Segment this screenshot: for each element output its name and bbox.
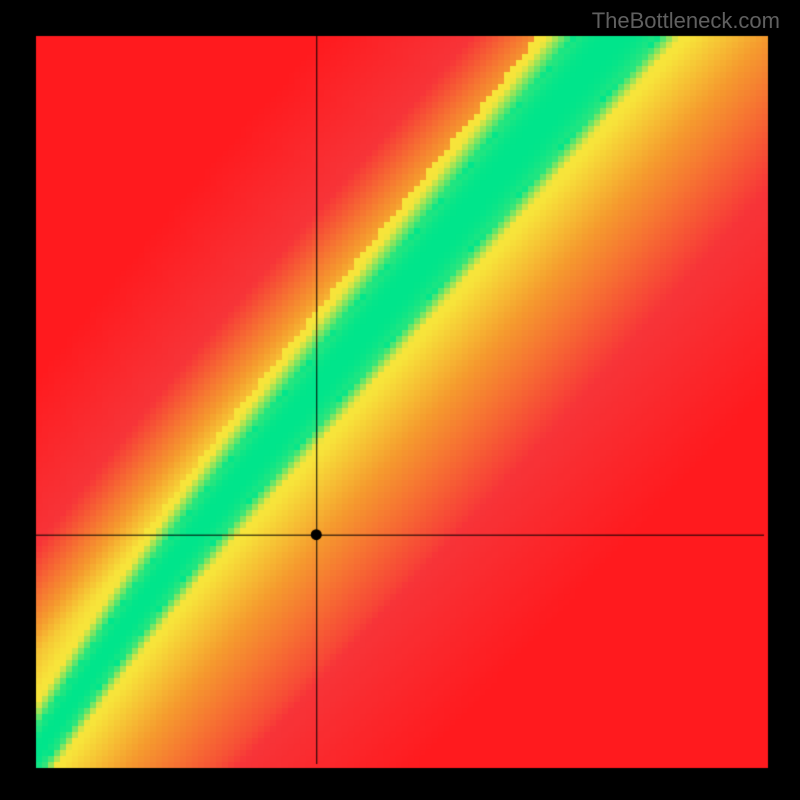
heatmap-canvas	[0, 0, 800, 800]
watermark-text: TheBottleneck.com	[592, 8, 780, 34]
bottleneck-heatmap-chart: TheBottleneck.com	[0, 0, 800, 800]
